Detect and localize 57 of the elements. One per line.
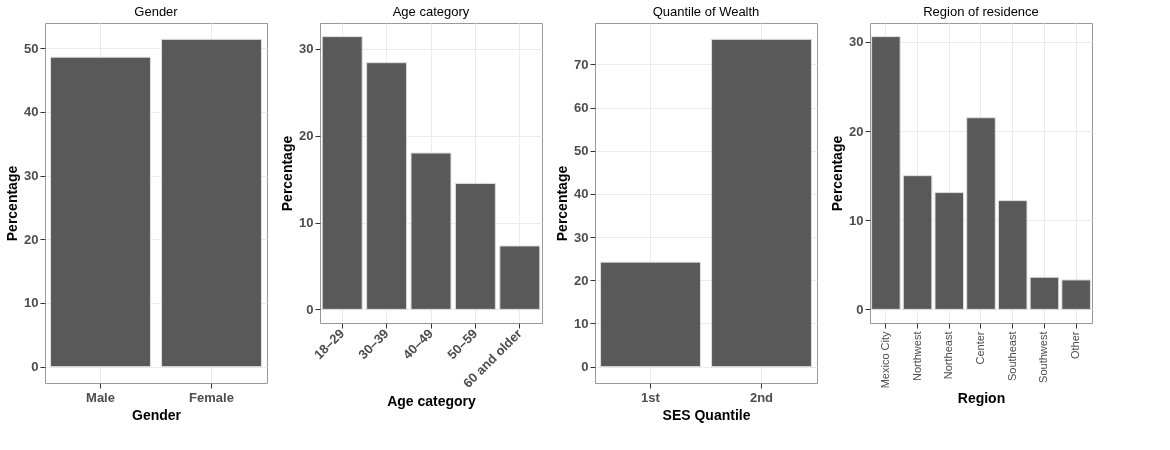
y-tick-label: 0 — [856, 301, 864, 317]
y-tick-label: 30 — [299, 41, 314, 57]
y-axis-title: Percentage — [829, 135, 846, 212]
x-tick-label: 2nd — [749, 389, 774, 405]
x-tick-label: Northeast — [942, 331, 955, 380]
y-axis-title: Percentage — [554, 165, 571, 242]
y-tick-label: 0 — [306, 301, 314, 317]
y-tick-label: 50 — [24, 40, 39, 56]
y-tick-label: 10 — [299, 215, 314, 231]
bar — [321, 36, 363, 310]
bar — [997, 200, 1028, 310]
y-tick-label: 20 — [24, 231, 39, 247]
y-tick-label: 50 — [574, 143, 589, 159]
chart-title: Gender — [134, 4, 179, 19]
bar — [871, 36, 901, 310]
y-axis-title: Percentage — [279, 135, 296, 212]
bar — [902, 175, 933, 310]
bar — [1029, 276, 1060, 310]
x-tick-label: Southwest — [1037, 331, 1050, 383]
bar — [499, 245, 541, 310]
x-tick-label: Female — [189, 389, 234, 405]
chart-title: Age category — [392, 4, 470, 19]
x-tick-label: Other — [1069, 331, 1082, 360]
y-tick-label: 10 — [849, 212, 864, 228]
x-tick-label: 1st — [641, 389, 661, 405]
chart-title: Quantile of Wealth — [652, 4, 760, 19]
bar — [934, 192, 965, 310]
y-tick-label: 30 — [24, 168, 39, 184]
chart-title: Region of residence — [923, 4, 1039, 19]
y-tick-label: 60 — [574, 100, 589, 116]
x-axis-title: Gender — [131, 406, 182, 423]
x-tick-label: Southeast — [1005, 331, 1018, 382]
y-tick-label: 40 — [24, 104, 39, 120]
y-axis-title: Percentage — [4, 165, 21, 242]
y-tick-label: 0 — [581, 359, 589, 375]
x-axis-title: Age category — [387, 392, 477, 409]
x-tick-label: Male — [86, 389, 115, 405]
y-tick-label: 20 — [849, 123, 864, 139]
bar — [454, 182, 496, 310]
bar — [410, 152, 452, 310]
y-tick-label: 10 — [24, 295, 39, 311]
y-tick-label: 70 — [574, 56, 589, 72]
x-axis-title: Region — [957, 390, 1006, 407]
y-tick-label: 10 — [574, 315, 589, 331]
x-tick-label: Northwest — [910, 331, 923, 382]
x-tick-label: Center — [974, 331, 986, 365]
bar — [366, 62, 408, 310]
y-tick-label: 0 — [31, 359, 39, 375]
bar — [966, 117, 996, 310]
y-tick-label: 20 — [574, 272, 589, 288]
y-tick-label: 30 — [849, 34, 864, 50]
x-tick-label: Mexico City — [878, 331, 891, 389]
x-axis-title: SES Quantile — [662, 406, 751, 423]
y-tick-label: 40 — [574, 186, 589, 202]
bar — [1061, 279, 1091, 310]
y-tick-label: 20 — [299, 128, 314, 144]
y-tick-label: 30 — [574, 229, 589, 245]
